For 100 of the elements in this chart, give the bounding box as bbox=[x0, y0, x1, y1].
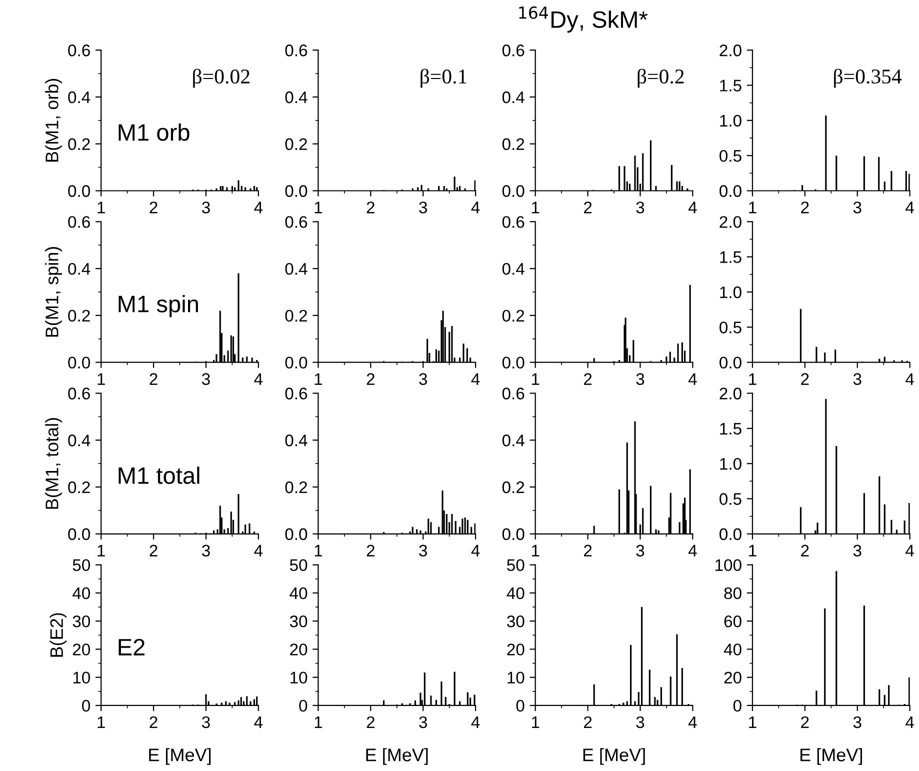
y-tick-label: 0.2 bbox=[68, 138, 90, 150]
x-tick-label: 4 bbox=[906, 373, 914, 385]
y-tick-label: 40 bbox=[290, 587, 308, 600]
x-tick-label: 1 bbox=[98, 544, 105, 556]
x-tick-label: 3 bbox=[419, 202, 428, 214]
x-tick-label: 1 bbox=[314, 544, 322, 556]
x-tick-label: 3 bbox=[636, 202, 644, 214]
x-tick-label: 4 bbox=[688, 202, 697, 214]
x-tick-label: 1 bbox=[532, 716, 540, 728]
y-tick-label: 1.0 bbox=[720, 458, 742, 470]
x-tick-label: 1 bbox=[314, 716, 322, 728]
y-tick-label: 20 bbox=[724, 672, 742, 684]
y-tick-label: 0.4 bbox=[285, 91, 308, 104]
y-tick-label: 100 bbox=[716, 559, 742, 572]
y-axis-title: B(M1, orb) bbox=[45, 78, 62, 162]
y-tick-label: 0.6 bbox=[68, 44, 90, 56]
y-tick-label: 0.2 bbox=[285, 481, 307, 494]
y-tick-label: 0.0 bbox=[68, 356, 90, 369]
x-tick-label: 1 bbox=[532, 202, 540, 214]
y-tick-label: 0.4 bbox=[502, 91, 524, 104]
x-tick-label: 3 bbox=[419, 716, 428, 728]
x-tick-label: 2 bbox=[150, 716, 158, 728]
x-tick-label: 2 bbox=[584, 716, 592, 728]
y-tick-label: 0.0 bbox=[68, 185, 90, 197]
y-tick-label: 10 bbox=[290, 672, 308, 684]
y-tick-label: 30 bbox=[72, 615, 90, 628]
x-tick-label: 3 bbox=[419, 544, 428, 557]
x-tick-label: 3 bbox=[419, 373, 428, 385]
y-tick-label: 20 bbox=[290, 644, 308, 656]
y-tick-label: 20 bbox=[507, 644, 524, 656]
y-tick-label: 0.6 bbox=[285, 388, 308, 400]
y-tick-label: 0.6 bbox=[502, 388, 524, 400]
y-tick-label: 0.6 bbox=[502, 216, 524, 228]
y-tick-label: 0.4 bbox=[285, 262, 308, 275]
annotation: M1 total bbox=[118, 466, 200, 484]
x-tick-label: 4 bbox=[688, 544, 697, 556]
x-tick-label: 4 bbox=[471, 373, 480, 385]
x-tick-label: 2 bbox=[801, 373, 809, 385]
y-tick-label: 0.2 bbox=[502, 481, 524, 494]
x-tick-label: 3 bbox=[636, 716, 644, 728]
x-tick-label: 4 bbox=[471, 716, 480, 728]
y-tick-label: 0.2 bbox=[502, 310, 524, 322]
y-tick-label: 1.5 bbox=[720, 251, 742, 264]
x-tick-label: 1 bbox=[749, 373, 756, 385]
y-tick-label: 10 bbox=[508, 672, 524, 684]
y-tick-label: 2.0 bbox=[720, 216, 742, 228]
x-tick-label: 3 bbox=[636, 544, 644, 557]
y-tick-label: 50 bbox=[290, 559, 308, 572]
x-tick-label: 4 bbox=[471, 202, 480, 214]
y-tick-label: 50 bbox=[72, 559, 90, 572]
y-tick-label: 0.4 bbox=[68, 91, 90, 104]
y-tick-label: 40 bbox=[72, 587, 90, 600]
y-tick-label: 0.2 bbox=[285, 310, 307, 322]
x-tick-label: 2 bbox=[150, 202, 158, 214]
y-tick-label: 0.0 bbox=[285, 528, 308, 540]
x-tick-label: 1 bbox=[98, 716, 105, 728]
y-tick-label: 0.6 bbox=[68, 216, 90, 228]
y-tick-label: 20 bbox=[72, 644, 90, 656]
annotation: β=0.02 bbox=[193, 68, 250, 88]
annotation: β=0.1 bbox=[420, 68, 466, 88]
x-tick-label: 1 bbox=[749, 716, 756, 728]
annotation: β=0.354 bbox=[834, 68, 902, 88]
x-tick-label: 3 bbox=[853, 202, 862, 214]
y-tick-label: 0.0 bbox=[502, 185, 524, 197]
y-tick-label: 0.5 bbox=[720, 150, 742, 162]
x-axis-title: E [MeV] bbox=[583, 748, 645, 765]
y-axis-title: B(M1, total) bbox=[45, 418, 62, 509]
y-tick-label: 0.4 bbox=[285, 434, 308, 446]
y-tick-label: 0 bbox=[516, 700, 524, 712]
chart-title: $^{164}$Dy, SkM* bbox=[519, 6, 648, 33]
annotation: E2 bbox=[118, 638, 145, 656]
y-tick-label: 0.2 bbox=[502, 138, 524, 150]
y-tick-label: 30 bbox=[507, 615, 524, 628]
x-tick-label: 1 bbox=[314, 373, 322, 385]
x-axis-title: E [MeV] bbox=[149, 748, 211, 765]
x-tick-label: 4 bbox=[688, 373, 697, 385]
x-tick-label: 3 bbox=[202, 716, 210, 728]
x-tick-label: 3 bbox=[853, 373, 862, 385]
y-tick-label: 0 bbox=[733, 700, 742, 712]
x-tick-label: 3 bbox=[853, 716, 862, 728]
y-tick-label: 0.2 bbox=[285, 138, 307, 150]
x-tick-label: 2 bbox=[584, 373, 592, 385]
x-tick-label: 2 bbox=[366, 202, 374, 214]
y-tick-label: 0.0 bbox=[720, 528, 742, 540]
y-tick-label: 0.6 bbox=[68, 388, 90, 400]
y-tick-label: 0.0 bbox=[720, 356, 742, 369]
x-axis-title: E [MeV] bbox=[366, 748, 428, 765]
y-tick-label: 0.4 bbox=[502, 262, 524, 275]
x-axis-title: E [MeV] bbox=[800, 748, 862, 765]
annotation: β=0.2 bbox=[638, 68, 684, 88]
y-tick-label: 0.5 bbox=[720, 322, 742, 334]
y-tick-label: 0.4 bbox=[68, 434, 90, 446]
annotation: M1 orb bbox=[118, 123, 190, 141]
y-tick-label: 30 bbox=[290, 615, 308, 628]
y-tick-label: 2.0 bbox=[720, 44, 742, 56]
x-tick-label: 2 bbox=[366, 716, 374, 728]
x-tick-label: 4 bbox=[254, 716, 263, 728]
x-tick-label: 4 bbox=[906, 544, 914, 556]
y-tick-label: 10 bbox=[73, 672, 90, 684]
x-tick-label: 4 bbox=[906, 716, 914, 728]
